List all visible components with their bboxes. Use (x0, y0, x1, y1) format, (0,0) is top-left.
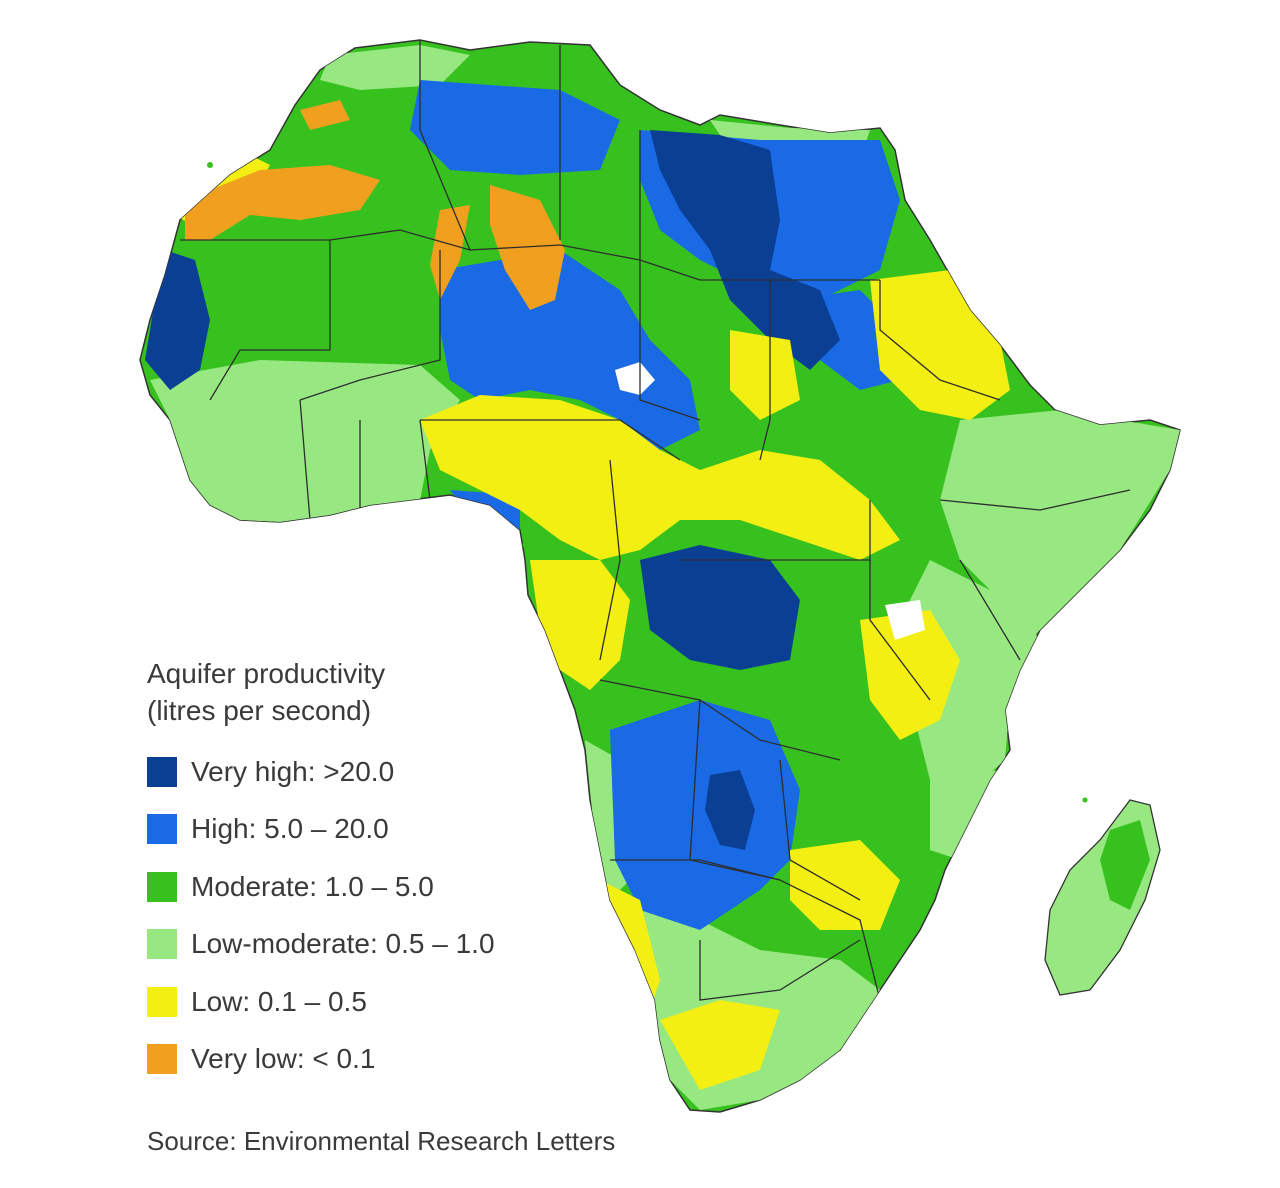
source-credit: Source: Environmental Research Letters (147, 1126, 616, 1156)
region-sahel-low (420, 395, 900, 560)
legend-title: Aquifer productivity (litres per second) (147, 655, 567, 729)
region-algeria-very-low (490, 185, 565, 310)
island (207, 162, 213, 168)
island (522, 542, 528, 548)
legend-label: Low: 0.1 – 0.5 (191, 985, 367, 1017)
legend-item: Low: 0.1 – 0.5 (147, 973, 567, 1031)
legend-swatch (147, 756, 177, 787)
region-tanzania-low (860, 610, 960, 740)
legend-label: Very low: < 0.1 (191, 1043, 376, 1075)
region-congo-basin-very-high (640, 545, 800, 670)
region-mauritania-very-low (185, 165, 380, 240)
region-libya-very-high (650, 130, 840, 370)
legend-item: High: 5.0 – 20.0 (147, 801, 567, 859)
legend-swatch (147, 814, 177, 845)
legend-item: Moderate: 1.0 – 5.0 (147, 858, 567, 916)
region-sudan-south-low (730, 330, 800, 420)
legend-swatch (147, 929, 177, 960)
legend-label: Low-moderate: 0.5 – 1.0 (191, 928, 495, 960)
island (1082, 797, 1088, 803)
legend: Aquifer productivity (litres per second)… (147, 655, 567, 1088)
legend-label: Moderate: 1.0 – 5.0 (191, 870, 434, 902)
region-zimbabwe-low (790, 840, 900, 930)
region-mozambique-low-moderate (930, 770, 1010, 860)
region-south-africa-low (660, 1000, 780, 1090)
madagascar-east-moderate (1100, 820, 1150, 910)
legend-item: Very low: < 0.1 (147, 1031, 567, 1089)
legend-item: Very high: >20.0 (147, 743, 567, 801)
legend-label: High: 5.0 – 20.0 (191, 813, 389, 845)
region-west-africa-low-moderate (150, 360, 460, 522)
region-morocco-very-low (300, 100, 350, 130)
region-okavango-very-high (705, 770, 755, 850)
region-north-coast-low-moderate (320, 45, 470, 90)
legend-swatch (147, 871, 177, 902)
country-borders (180, 40, 1131, 1001)
legend-title-line1: Aquifer productivity (147, 658, 386, 689)
legend-swatch (147, 1044, 177, 1075)
region-sahara-central-high (410, 80, 620, 175)
legend-swatch (147, 986, 177, 1017)
legend-item: Low-moderate: 0.5 – 1.0 (147, 916, 567, 974)
legend-title-line2: (litres per second) (147, 695, 372, 726)
region-horn-low-moderate (940, 410, 1180, 640)
region-niger-chad-high (440, 250, 700, 450)
lake-chad (615, 362, 655, 395)
madagascar (1044, 799, 1161, 996)
legend-label: Very high: >20.0 (191, 755, 395, 787)
lake-victoria (885, 600, 925, 640)
legend-list: Very high: >20.0 High: 5.0 – 20.0 Moderate… (147, 743, 567, 1088)
